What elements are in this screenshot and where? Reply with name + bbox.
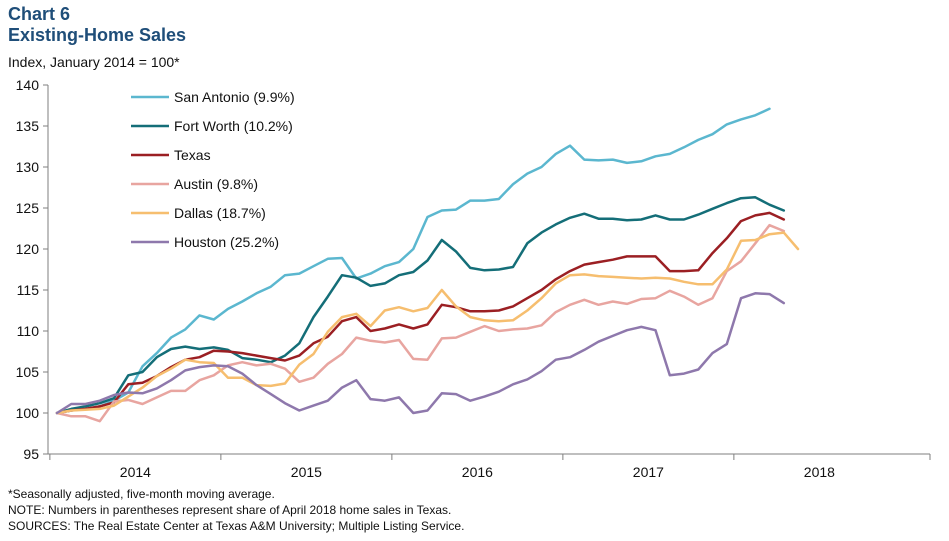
y-tick-label: 135 — [16, 118, 40, 134]
legend-label: Texas — [174, 147, 211, 163]
series-line-san-antonio — [55, 107, 771, 415]
footnote-note: NOTE: Numbers in parentheses represent s… — [8, 503, 452, 517]
y-tick-label: 95 — [23, 446, 39, 462]
series-line-austin — [55, 223, 786, 423]
x-tick-label: 2014 — [120, 464, 151, 480]
y-tick-label: 125 — [16, 200, 40, 216]
y-tick-label: 105 — [16, 364, 40, 380]
legend-label: Austin (9.8%) — [174, 176, 258, 192]
chart-subtitle: Existing-Home Sales — [8, 25, 187, 45]
y-tick-label: 115 — [17, 282, 40, 298]
footnote-adjustment: *Seasonally adjusted, five-month moving … — [8, 487, 275, 501]
footnote-sources: SOURCES: The Real Estate Center at Texas… — [8, 519, 465, 533]
series-line-fort-worth — [55, 196, 786, 415]
series-line-dallas — [55, 231, 800, 415]
legend-label: San Antonio (9.9%) — [174, 89, 295, 105]
y-tick-label: 110 — [17, 323, 40, 339]
x-tick-label: 2017 — [633, 464, 664, 480]
y-tick-label: 140 — [16, 77, 40, 93]
y-tick-label: 120 — [16, 241, 40, 257]
legend-label: Fort Worth (10.2%) — [174, 118, 293, 134]
x-tick-label: 2015 — [291, 464, 322, 480]
y-tick-label: 100 — [16, 405, 40, 421]
legend-label: Dallas (18.7%) — [174, 205, 266, 221]
chart-title: Chart 6 — [8, 4, 71, 24]
legend-label: Houston (25.2%) — [174, 234, 279, 250]
series-line-houston — [55, 292, 786, 415]
y-axis-label: Index, January 2014 = 100* — [8, 54, 180, 70]
x-tick-label: 2016 — [462, 464, 493, 480]
x-tick-label: 2018 — [804, 464, 835, 480]
y-tick-label: 130 — [16, 159, 40, 175]
